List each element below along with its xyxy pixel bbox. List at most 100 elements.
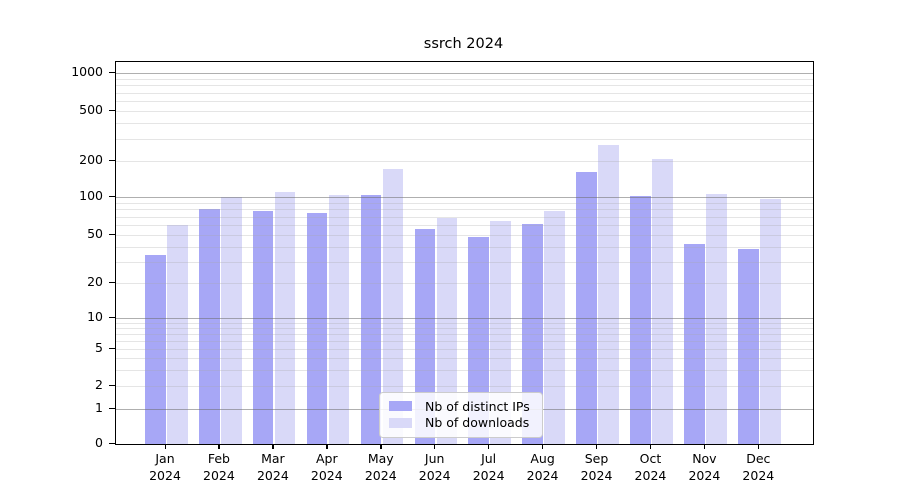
legend-label-downloads: Nb of downloads	[425, 415, 530, 431]
x-tick-year: 2024	[634, 467, 667, 483]
bar-downloads	[490, 220, 512, 444]
grid-line-minor	[116, 138, 813, 140]
y-tick-label: 200	[79, 152, 103, 167]
y-tick-mark	[109, 282, 115, 284]
legend-item-distinct-ips: Nb of distinct IPs	[389, 398, 530, 415]
bar-downloads	[598, 145, 620, 444]
bar-distinct-ips	[522, 224, 544, 444]
x-tick-mark	[596, 444, 598, 449]
y-tick-label: 0	[95, 435, 103, 450]
grid-line-minor	[116, 78, 813, 80]
x-tick-month: Jul	[481, 451, 497, 466]
x-tick-label: Jul 2024	[457, 451, 521, 484]
bar-downloads	[328, 195, 350, 444]
x-tick-year: 2024	[742, 467, 775, 483]
bar-downloads	[544, 211, 566, 444]
legend-swatch-downloads-icon	[389, 417, 412, 428]
y-tick-mark	[109, 160, 115, 162]
x-tick-mark	[542, 444, 544, 449]
x-tick-label: Aug 2024	[511, 451, 575, 484]
x-tick-mark	[218, 444, 220, 449]
y-tick-mark	[109, 348, 115, 350]
x-tick-year: 2024	[526, 467, 559, 483]
legend-swatch-distinct-ips-icon	[389, 401, 412, 412]
x-tick-label: May 2024	[349, 451, 413, 484]
bar-distinct-ips	[252, 211, 274, 444]
x-tick-label: Oct 2024	[618, 451, 682, 484]
grid-line-minor	[116, 85, 813, 87]
x-tick-mark	[649, 444, 652, 449]
bar-distinct-ips	[684, 244, 705, 444]
plot-area	[115, 61, 814, 445]
legend: Nb of distinct IPs Nb of downloads	[379, 392, 543, 438]
y-tick-mark	[109, 317, 115, 319]
x-tick-month: Nov	[692, 451, 717, 466]
bar-downloads	[166, 225, 188, 444]
x-tick-year: 2024	[310, 467, 343, 483]
x-tick-mark	[380, 444, 382, 449]
y-tick-mark	[109, 110, 115, 112]
y-tick-label: 5	[95, 340, 103, 355]
x-tick-month: Dec	[746, 451, 771, 466]
x-tick-month: May	[367, 451, 394, 466]
x-tick-month: Oct	[639, 451, 662, 466]
bar-downloads	[652, 159, 674, 444]
y-tick-mark	[109, 234, 115, 236]
x-tick-month: Aug	[530, 451, 555, 466]
x-tick-year: 2024	[256, 467, 289, 483]
x-tick-year: 2024	[472, 467, 505, 483]
x-tick-label: Nov 2024	[672, 451, 736, 484]
grid-line-minor	[116, 101, 813, 102]
bar-distinct-ips	[360, 195, 382, 444]
y-tick-label: 50	[87, 226, 103, 241]
x-tick-label: Sep 2024	[565, 451, 629, 484]
bar-distinct-ips	[198, 209, 220, 444]
bar-distinct-ips	[414, 228, 436, 444]
x-tick-label: Apr 2024	[295, 451, 359, 484]
x-tick-label: Feb 2024	[187, 451, 251, 484]
y-tick-label: 1000	[71, 64, 103, 79]
bar-downloads	[382, 169, 404, 444]
grid-line-minor	[116, 123, 813, 125]
y-tick-label: 500	[79, 102, 103, 117]
x-tick-mark	[272, 444, 274, 449]
x-tick-mark	[434, 444, 436, 449]
x-tick-year: 2024	[203, 467, 235, 483]
x-tick-mark	[488, 444, 490, 449]
bar-distinct-ips	[738, 249, 759, 444]
bar-downloads	[436, 218, 458, 444]
y-tick-mark	[109, 385, 115, 387]
x-tick-label: Jan 2024	[133, 451, 197, 484]
bar-distinct-ips	[576, 171, 598, 444]
y-tick-mark	[109, 443, 115, 445]
x-tick-label: Mar 2024	[241, 451, 305, 484]
x-tick-year: 2024	[688, 467, 721, 483]
bar-distinct-ips	[306, 212, 328, 444]
x-tick-mark	[757, 444, 760, 449]
y-tick-label: 2	[95, 377, 103, 392]
bar-downloads	[220, 197, 242, 444]
bar-downloads	[274, 192, 296, 444]
x-tick-mark	[326, 444, 328, 449]
bar-distinct-ips	[630, 196, 652, 444]
bar-downloads	[760, 199, 781, 444]
y-tick-mark	[109, 408, 115, 410]
y-tick-label: 10	[87, 309, 103, 324]
y-tick-label: 1	[95, 400, 103, 415]
x-tick-month: Apr	[316, 451, 338, 466]
chart-title: ssrch 2024	[423, 36, 504, 52]
x-tick-mark	[164, 444, 166, 449]
grid-line-minor	[116, 111, 813, 112]
legend-item-downloads: Nb of downloads	[389, 415, 530, 432]
x-tick-label: Dec 2024	[726, 451, 790, 484]
x-tick-year: 2024	[364, 467, 397, 483]
legend-label-distinct-ips: Nb of distinct IPs	[425, 398, 530, 414]
y-tick-label: 20	[87, 274, 103, 289]
x-tick-year: 2024	[580, 467, 613, 483]
x-tick-month: Feb	[207, 451, 230, 466]
x-tick-label: Jun 2024	[403, 451, 467, 484]
x-tick-month: Sep	[584, 451, 609, 466]
x-tick-mark	[703, 444, 706, 449]
x-tick-month: Jan	[155, 451, 175, 466]
